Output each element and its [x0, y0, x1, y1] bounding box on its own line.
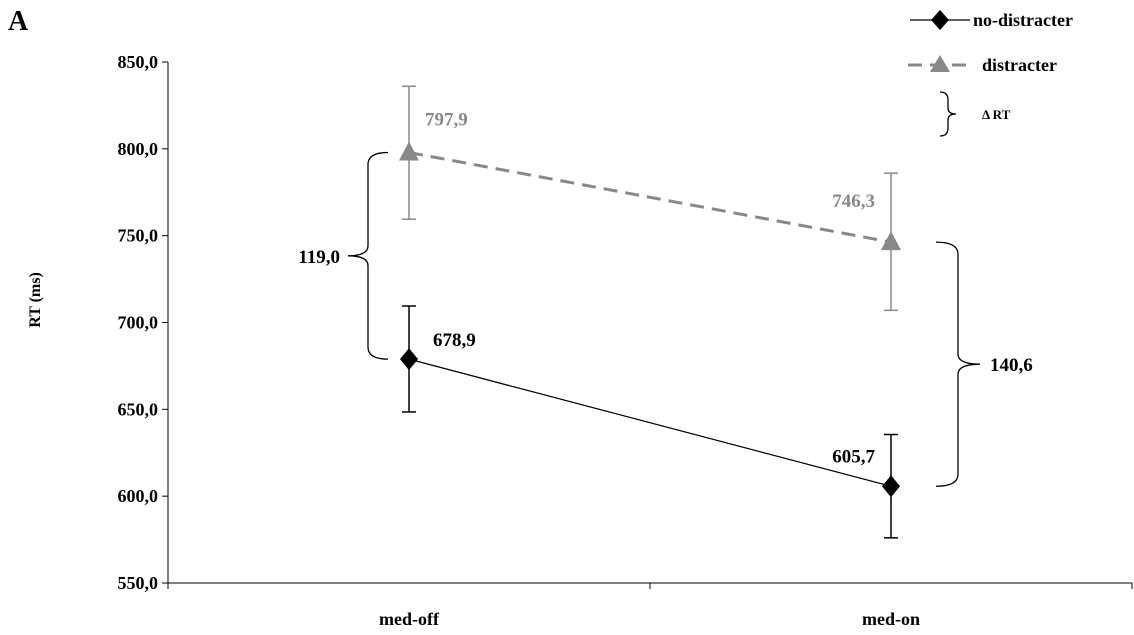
y-axis-title: RT (ms)	[27, 272, 44, 328]
triangle-marker	[399, 141, 419, 161]
data-markers	[399, 141, 901, 498]
delta-label-med-on: 140,6	[990, 355, 1033, 376]
diamond-marker	[882, 475, 900, 498]
legend-label-delta-rt: Δ RT	[982, 107, 1011, 122]
delta-label-med-off: 119,0	[298, 247, 340, 268]
axes	[167, 62, 1132, 584]
diamond-marker	[400, 348, 418, 371]
series-line-distracter	[408, 151, 892, 244]
x-categories: med-off med-on	[167, 583, 1133, 629]
y-tick-label: 850,0	[118, 52, 159, 72]
y-tick-label: 600,0	[118, 486, 159, 506]
y-tick-label: 550,0	[118, 573, 159, 593]
y-tick-label: 650,0	[118, 399, 159, 419]
series-lines	[408, 151, 892, 487]
panel-label: A	[8, 6, 29, 37]
error-bars	[402, 85, 898, 539]
data-label: 678,9	[433, 330, 476, 351]
x-category-label: med-on	[862, 609, 920, 629]
delta-braces: 119,0 140,6	[298, 151, 1033, 487]
y-tick-label: 750,0	[118, 226, 159, 246]
data-label: 746,3	[832, 191, 875, 212]
y-tick-label: 700,0	[118, 313, 159, 333]
legend-brace	[939, 91, 957, 137]
legend-label-no-distracter: no-distracter	[973, 10, 1073, 30]
y-tick-label: 800,0	[118, 139, 159, 159]
x-category-label: med-off	[379, 609, 440, 629]
data-label: 605,7	[832, 446, 875, 467]
legend-marker-no-distracter	[931, 10, 949, 30]
data-label: 797,9	[425, 109, 468, 130]
legend: no-distracter distracter Δ RT	[908, 10, 1073, 137]
triangle-marker	[881, 231, 901, 251]
legend-label-distracter: distracter	[982, 55, 1057, 75]
y-ticks: 550,0 600,0 650,0 700,0 750,0 800,0 850,0	[118, 52, 168, 593]
brace-med-off	[347, 151, 389, 360]
series-line-no-distracter	[408, 358, 892, 487]
data-labels: 678,9 605,7 797,9 746,3	[425, 109, 876, 467]
brace-med-on	[935, 241, 981, 487]
legend-marker-distracter	[930, 55, 950, 72]
